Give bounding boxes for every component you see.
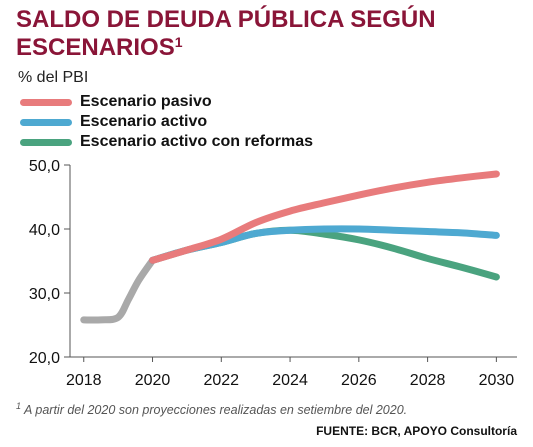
x-tick-label: 2028 [410, 372, 446, 389]
legend-item-reformas: Escenario activo con reformas [20, 133, 313, 151]
footnote-marker: 1 [16, 401, 22, 411]
chart-ticks: 20,0 30,0 40,0 50,0 2018 2020 2022 2024 2026 2028… [29, 158, 514, 389]
chart-title-text: SALDO DE DEUDA PÚBLICA SEGÚN ESCENARIOS [16, 6, 436, 61]
legend-label-reformas: Escenario activo con reformas [80, 133, 313, 150]
y-axis-unit: % del PBI [18, 69, 89, 86]
series-line-reformas [149, 226, 500, 281]
footnote: 1 A partir del 2020 son proyecciones rea… [16, 401, 407, 417]
x-tick-label: 2024 [272, 372, 308, 389]
series-line-historico [80, 256, 157, 324]
legend-swatch-pasivo [20, 98, 72, 106]
chart-axes [69, 165, 517, 358]
x-tick-label: 2030 [479, 372, 515, 389]
source-note: FUENTE: BCR, APOYO Consultoría [316, 424, 517, 438]
x-tick-label: 2018 [66, 372, 102, 389]
x-tick-label: 2020 [135, 372, 171, 389]
footnote-text: A partir del 2020 son proyecciones reali… [24, 403, 408, 418]
legend-swatch-activo [20, 118, 72, 126]
legend-swatch-reformas [20, 138, 72, 146]
title-footnote-marker: 1 [174, 34, 183, 50]
y-tick-label: 30,0 [29, 286, 60, 303]
legend-label-pasivo: Escenario pasivo [80, 93, 212, 110]
chart-series [80, 170, 500, 324]
legend-item-activo: Escenario activo [20, 113, 313, 131]
legend-item-pasivo: Escenario pasivo [20, 93, 313, 111]
legend-label-activo: Escenario activo [80, 113, 208, 130]
x-tick-label: 2026 [341, 372, 377, 389]
series-line-pasivo [149, 170, 500, 264]
chart-legend: Escenario pasivo Escenario activo Escena… [20, 93, 313, 153]
y-tick-label: 20,0 [29, 350, 60, 367]
y-tick-label: 40,0 [29, 222, 60, 239]
y-tick-label: 50,0 [29, 158, 60, 175]
chart-title: SALDO DE DEUDA PÚBLICA SEGÚN ESCENARIOS1 [16, 6, 526, 64]
x-tick-label: 2022 [203, 372, 239, 389]
